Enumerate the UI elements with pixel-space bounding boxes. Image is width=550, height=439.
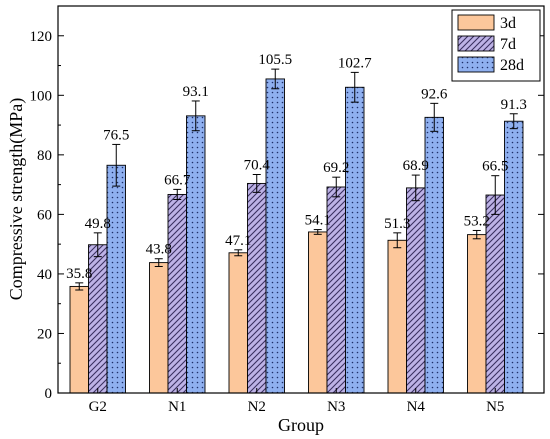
data-label-3d-N5: 53.2 [464,213,490,229]
legend-label-7d: 7d [500,36,516,53]
data-label-3d-N3: 54.1 [305,213,331,229]
data-label-28d-N1: 93.1 [183,84,209,100]
x-axis: G2 N1 N2 N3 N4 N5 [89,388,504,415]
bar-3d-N1 [149,262,169,394]
x-axis-title: Group [278,415,324,435]
data-label-7d-N3: 69.2 [323,160,349,176]
legend-label-28d: 28d [500,57,524,74]
legend-swatch-3d [457,14,495,31]
error-bars-layer [75,68,518,291]
data-label-3d-G2: 35.8 [66,266,92,282]
data-label-3d-N1: 43.8 [146,242,172,258]
bar-3d-G2 [69,285,89,394]
data-label-28d-N5: 91.3 [501,97,527,113]
data-label-3d-N2: 47.1 [225,233,251,249]
y-tick-label: 100 [30,88,53,104]
error-bar-3d-N5 [472,229,481,240]
error-bar-28d-N3 [350,71,359,103]
error-bar-7d-N5 [491,175,500,215]
y-tick-label: 0 [45,386,53,402]
x-tick-label-G2: G2 [89,399,107,415]
error-bar-7d-N4 [411,174,420,202]
data-label-28d-N2: 105.5 [258,52,292,68]
y-tick-label: 80 [37,148,52,164]
legend-swatch-28d [457,56,495,73]
data-label-28d-N4: 92.6 [421,86,448,102]
data-label-7d-N1: 66.7 [164,172,191,188]
bar-7d-N2 [247,182,267,394]
data-label-28d-G2: 76.5 [103,127,129,143]
error-bar-3d-N2 [234,249,243,257]
x-tick-label-N4: N4 [407,399,426,415]
bar-28d-G2 [106,164,126,394]
y-tick-label: 40 [37,267,52,283]
error-bar-3d-N3 [313,229,322,235]
bar-3d-N5 [467,234,487,394]
error-bar-3d-N4 [393,232,402,249]
bars-layer [69,78,524,394]
y-axis-title: Compressive strength(MPa) [6,98,27,300]
data-label-7d-N4: 68.9 [403,158,429,174]
x-tick-label-N1: N1 [168,399,186,415]
error-bar-7d-N2 [252,173,261,193]
legend: 3d 7d 28d [451,9,541,82]
data-label-7d-N5: 66.5 [482,159,508,175]
error-bar-3d-N1 [154,258,163,267]
data-labels-layer: 35.8 49.8 76.5 43.8 66.7 93.1 47.1 70.4 105.5 54.… [66,52,527,282]
plot-frame [57,5,545,394]
legend-swatch-7d [457,35,495,52]
y-tick-label: 20 [37,326,52,342]
error-bar-28d-N4 [430,102,439,132]
y-axis: 0 20 40 60 80 100 120 [30,29,544,402]
y-tick-label: 120 [30,29,53,45]
y-tick-label: 60 [37,207,52,223]
error-bar-28d-N1 [191,100,200,132]
x-tick-label-N3: N3 [327,399,345,415]
error-bar-28d-G2 [112,143,121,187]
x-tick-label-N5: N5 [486,399,504,415]
bar-3d-N4 [387,239,407,394]
bar-28d-N1 [186,115,206,394]
bar-3d-N3 [308,231,328,394]
error-bar-3d-G2 [75,282,84,291]
bar-3d-N2 [228,252,248,394]
legend-label-3d: 3d [500,15,516,32]
data-label-7d-G2: 49.8 [85,216,111,232]
data-label-28d-N3: 102.7 [338,55,372,71]
bar-7d-N1 [167,193,187,394]
error-bar-28d-N5 [509,113,518,130]
x-tick-label-N2: N2 [248,399,266,415]
bar-28d-N2 [265,78,285,394]
error-bar-7d-N1 [173,188,182,200]
error-bar-28d-N2 [271,68,280,90]
error-bar-7d-N3 [332,176,341,198]
error-bar-7d-G2 [93,232,102,258]
data-label-7d-N2: 70.4 [244,157,271,173]
bar-28d-N3 [345,86,365,394]
data-label-3d-N4: 51.3 [384,216,410,232]
